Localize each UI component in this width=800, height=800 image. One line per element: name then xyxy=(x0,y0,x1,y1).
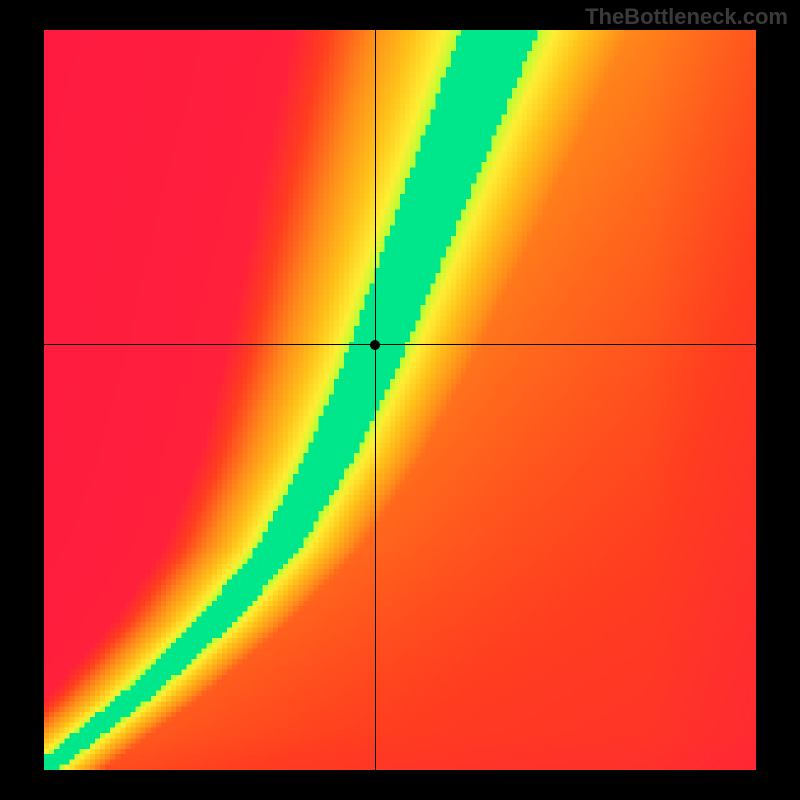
crosshair-vertical xyxy=(375,30,376,770)
heatmap-plot xyxy=(44,30,756,770)
crosshair-horizontal xyxy=(44,344,756,345)
heatmap-canvas xyxy=(44,30,756,770)
crosshair-marker xyxy=(370,340,380,350)
watermark-text: TheBottleneck.com xyxy=(585,4,788,30)
chart-container: TheBottleneck.com xyxy=(0,0,800,800)
